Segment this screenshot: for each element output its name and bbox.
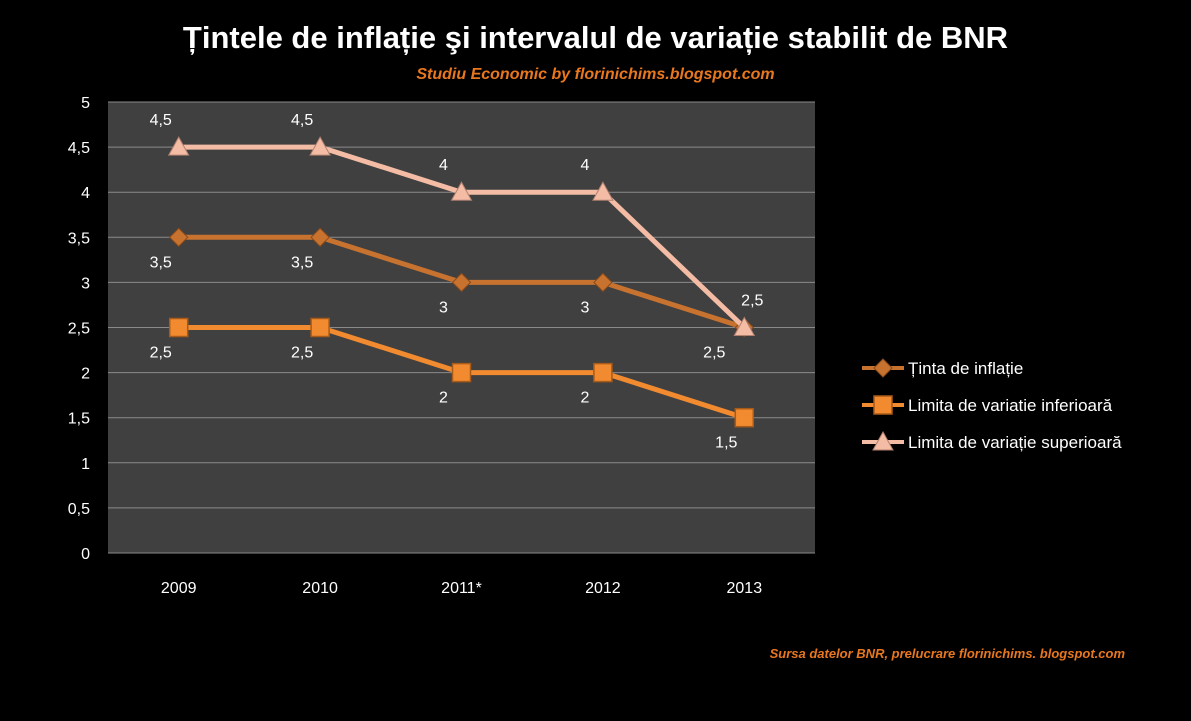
data-label: 2,5 — [741, 293, 763, 310]
legend-marker — [873, 395, 893, 415]
legend-label: Limita de variatie inferioară — [908, 396, 1113, 415]
data-label: 2,5 — [150, 345, 172, 362]
y-tick-label: 3 — [81, 275, 90, 292]
y-tick-label: 4,5 — [68, 140, 90, 157]
y-tick-label: 4 — [81, 185, 90, 202]
data-point — [451, 362, 472, 383]
data-point — [168, 227, 189, 248]
legend-marker — [873, 358, 893, 378]
y-tick-label: 1,5 — [68, 411, 90, 428]
source-note: Sursa datelor BNR, prelucrare florinichi… — [769, 646, 1125, 661]
data-point — [310, 317, 330, 338]
data-label: 3 — [580, 299, 589, 316]
y-tick-label: 2 — [81, 366, 90, 383]
y-tick-label: 3,5 — [68, 230, 90, 247]
data-point — [167, 136, 190, 156]
data-label: 3,5 — [291, 254, 313, 271]
data-label: 2 — [580, 390, 589, 407]
x-tick-label: 2009 — [161, 580, 197, 597]
y-tick-label: 5 — [81, 95, 90, 112]
data-point — [168, 317, 189, 338]
chart-subtitle: Studiu Economic by florinichims.blogspot… — [416, 66, 775, 83]
chart-title: Țintele de inflație şi intervalul de var… — [182, 20, 1009, 55]
data-label: 4 — [580, 157, 589, 174]
data-point — [593, 272, 613, 293]
data-point — [310, 227, 330, 248]
data-label: 3 — [439, 299, 448, 316]
data-label: 4,5 — [150, 112, 172, 129]
x-tick-label: 2010 — [302, 580, 338, 597]
data-label: 2,5 — [291, 345, 313, 362]
data-label: 2 — [439, 390, 448, 407]
data-label: 3,5 — [150, 254, 172, 271]
legend-label: Țintа de inflație — [908, 359, 1023, 378]
data-label: 4,5 — [291, 112, 313, 129]
data-point — [451, 272, 472, 293]
data-point — [309, 136, 331, 156]
x-tick-label: 2012 — [585, 580, 621, 597]
data-point — [733, 316, 756, 336]
x-tick-label: 2011* — [441, 580, 482, 597]
data-point — [592, 181, 614, 201]
y-tick-label: 0,5 — [68, 501, 90, 518]
y-tick-label: 0 — [81, 546, 90, 563]
data-point — [593, 362, 613, 383]
data-point — [734, 407, 755, 428]
data-label: 2,5 — [703, 345, 725, 362]
y-tick-label: 2,5 — [68, 321, 90, 338]
x-tick-label: 2013 — [727, 580, 763, 597]
data-point — [450, 181, 473, 201]
data-label: 4 — [439, 157, 448, 174]
legend-marker — [872, 430, 894, 451]
y-tick-label: 1 — [81, 456, 90, 473]
legend-label: Limita de variație superioară — [908, 433, 1122, 452]
data-label: 1,5 — [715, 435, 737, 452]
